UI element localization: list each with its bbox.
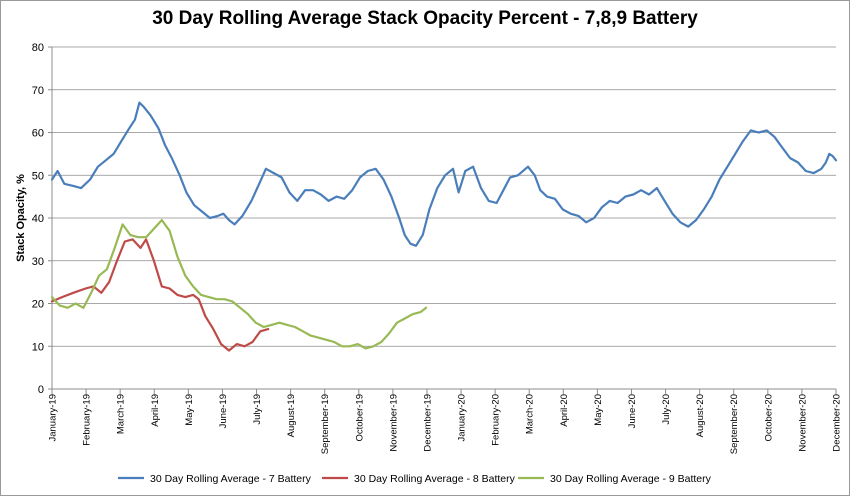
series-line-7-battery [50,101,838,247]
series-lines [50,101,838,352]
x-tick-label: July-20 [661,394,672,425]
x-tick-label: May-19 [184,394,195,426]
x-tick-label: July-19 [252,394,263,425]
y-tick-label: 80 [32,42,44,54]
y-tick-label: 40 [32,213,44,225]
x-tick-label: September-20 [729,394,740,454]
x-tick-label: August-20 [695,394,706,437]
x-tick-label: November-19 [388,394,399,452]
x-tick-label: June-20 [627,394,638,428]
x-tick-label: January-19 [48,394,59,442]
y-tick-label: 70 [32,85,44,97]
x-tick-label: February-19 [82,394,93,446]
series-line-9-battery [50,219,428,350]
x-tick-labels: January-19 February-19 March-19 April-19 May… [48,389,843,454]
x-tick-label: October-20 [763,394,774,442]
y-tick-label: 20 [32,299,44,311]
x-tick-label: October-19 [354,394,365,442]
y-tick-label: 50 [32,170,44,182]
y-axis-label: Stack Opacity, % [15,174,27,262]
x-tick-label: December-19 [422,394,433,452]
x-tick-label: April-20 [559,394,570,427]
x-tick-label: September-19 [320,394,331,454]
legend-label: 30 Day Rolling Average - 9 Battery [550,473,712,485]
y-tick-label: 0 [38,384,44,396]
x-tick-label: December-20 [832,394,843,452]
legend-label: 30 Day Rolling Average - 8 Battery [354,473,516,485]
x-tick-label: June-19 [218,394,229,428]
x-tick-label: January-20 [457,394,468,442]
x-tick-label: April-19 [150,394,161,427]
y-tick-label: 10 [32,341,44,353]
legend: 30 Day Rolling Average - 7 Battery 30 Day… [118,473,712,485]
x-tick-label: May-20 [593,394,604,426]
x-tick-label: August-19 [286,394,297,437]
x-tick-label: March-20 [525,394,536,434]
y-tick-label: 30 [32,256,44,268]
y-tick-label: 60 [32,128,44,140]
gridlines [48,46,836,390]
series-line-8-battery [50,238,270,352]
x-tick-label: March-19 [116,394,127,434]
y-tick-labels: 0 10 20 30 40 50 60 70 80 [32,42,44,396]
legend-label: 30 Day Rolling Average - 7 Battery [150,473,312,485]
x-tick-label: November-20 [797,394,808,452]
axes [51,47,836,390]
x-tick-label: February-20 [491,394,502,446]
chart-title: 30 Day Rolling Average Stack Opacity Per… [152,8,698,29]
